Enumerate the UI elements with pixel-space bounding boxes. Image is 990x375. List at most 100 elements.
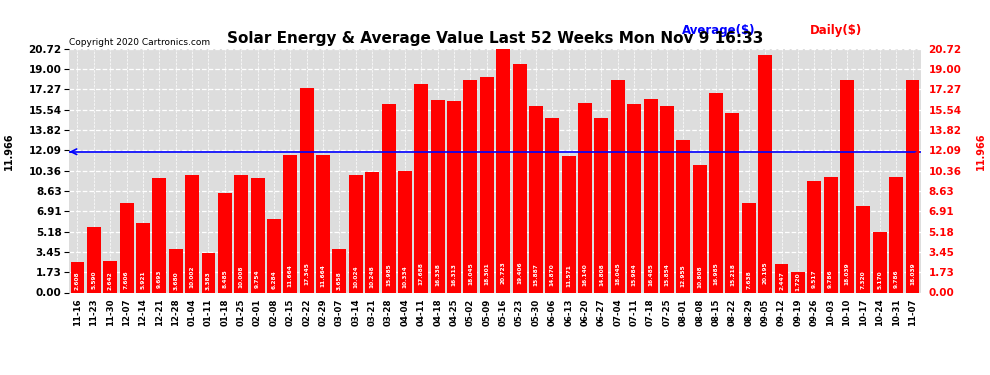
Bar: [136, 223, 149, 292]
Bar: [774, 264, 788, 292]
Bar: [152, 178, 166, 292]
Bar: [168, 249, 183, 292]
Bar: [185, 175, 199, 292]
Bar: [791, 272, 805, 292]
Bar: [202, 253, 216, 292]
Text: 10.008: 10.008: [239, 265, 244, 288]
Text: 14.808: 14.808: [599, 263, 604, 286]
Text: 18.039: 18.039: [844, 262, 849, 285]
Text: 10.808: 10.808: [697, 265, 702, 288]
Text: 2.608: 2.608: [75, 272, 80, 290]
Bar: [267, 219, 281, 292]
Text: 10.334: 10.334: [403, 265, 408, 288]
Text: 8.485: 8.485: [223, 270, 228, 288]
Text: 16.313: 16.313: [451, 263, 456, 286]
Bar: [120, 203, 134, 292]
Text: 3.658: 3.658: [337, 271, 342, 290]
Bar: [250, 178, 264, 292]
Bar: [578, 103, 592, 292]
Text: 17.688: 17.688: [419, 262, 424, 285]
Bar: [463, 80, 477, 292]
Text: 9.517: 9.517: [812, 269, 817, 288]
Bar: [660, 106, 674, 292]
Bar: [545, 118, 559, 292]
Bar: [561, 156, 575, 292]
Text: 14.870: 14.870: [549, 263, 554, 286]
Text: 11.664: 11.664: [321, 264, 326, 287]
Text: 15.854: 15.854: [664, 263, 669, 286]
Text: 15.887: 15.887: [534, 263, 539, 286]
Bar: [70, 262, 84, 292]
Text: 16.985: 16.985: [714, 262, 719, 285]
Text: 10.248: 10.248: [369, 265, 374, 288]
Text: 5.590: 5.590: [91, 271, 96, 290]
Text: 10.024: 10.024: [353, 265, 358, 288]
Bar: [628, 105, 642, 292]
Text: 11.571: 11.571: [566, 264, 571, 287]
Bar: [873, 232, 887, 292]
Bar: [300, 88, 314, 292]
Bar: [283, 155, 297, 292]
Bar: [889, 177, 903, 292]
Text: 9.786: 9.786: [894, 269, 899, 288]
Text: 20.723: 20.723: [501, 261, 506, 284]
Bar: [693, 165, 707, 292]
Text: 19.406: 19.406: [517, 262, 522, 285]
Title: Solar Energy & Average Value Last 52 Weeks Mon Nov 9 16:33: Solar Energy & Average Value Last 52 Wee…: [227, 31, 763, 46]
Text: 16.140: 16.140: [582, 263, 587, 286]
Bar: [906, 80, 920, 292]
Bar: [758, 55, 772, 292]
Text: 2.447: 2.447: [779, 272, 784, 291]
Text: 9.693: 9.693: [156, 269, 161, 288]
Text: 3.680: 3.680: [173, 272, 178, 290]
Text: 18.039: 18.039: [910, 262, 915, 285]
Text: 15.218: 15.218: [730, 263, 735, 286]
Text: 1.720: 1.720: [795, 272, 800, 291]
Text: 15.985: 15.985: [386, 263, 391, 286]
Text: 18.045: 18.045: [616, 262, 621, 285]
Bar: [709, 93, 723, 292]
Text: 5.170: 5.170: [877, 271, 882, 290]
Text: 18.045: 18.045: [468, 262, 473, 285]
Bar: [496, 49, 510, 292]
Bar: [103, 261, 117, 292]
Bar: [742, 202, 755, 292]
Text: 7.320: 7.320: [861, 270, 866, 289]
Bar: [594, 118, 609, 292]
Text: 20.195: 20.195: [762, 262, 767, 284]
Bar: [381, 105, 396, 292]
Bar: [611, 80, 625, 292]
Bar: [644, 99, 657, 292]
Bar: [431, 100, 445, 292]
Text: 6.284: 6.284: [271, 270, 276, 289]
Text: 11.966: 11.966: [976, 133, 986, 171]
Text: 18.301: 18.301: [484, 262, 489, 285]
Bar: [513, 64, 527, 292]
Bar: [480, 77, 494, 292]
Bar: [841, 80, 854, 292]
Bar: [856, 206, 870, 292]
Bar: [365, 172, 379, 292]
Text: 5.921: 5.921: [141, 271, 146, 289]
Bar: [348, 175, 362, 292]
Bar: [807, 180, 822, 292]
Bar: [398, 171, 412, 292]
Bar: [447, 100, 461, 292]
Bar: [316, 155, 330, 292]
Text: 15.984: 15.984: [632, 263, 637, 286]
Bar: [676, 140, 690, 292]
Bar: [726, 114, 740, 292]
Text: 7.638: 7.638: [746, 270, 751, 289]
Bar: [824, 177, 838, 292]
Text: 7.606: 7.606: [124, 270, 129, 289]
Text: 2.642: 2.642: [108, 272, 113, 290]
Text: 16.485: 16.485: [648, 262, 653, 285]
Text: 3.383: 3.383: [206, 272, 211, 290]
Text: 11.664: 11.664: [288, 264, 293, 287]
Text: 9.754: 9.754: [255, 269, 260, 288]
Bar: [333, 249, 346, 292]
Bar: [529, 106, 543, 292]
Bar: [87, 227, 101, 292]
Bar: [218, 193, 232, 292]
Text: 11.966: 11.966: [4, 133, 14, 171]
